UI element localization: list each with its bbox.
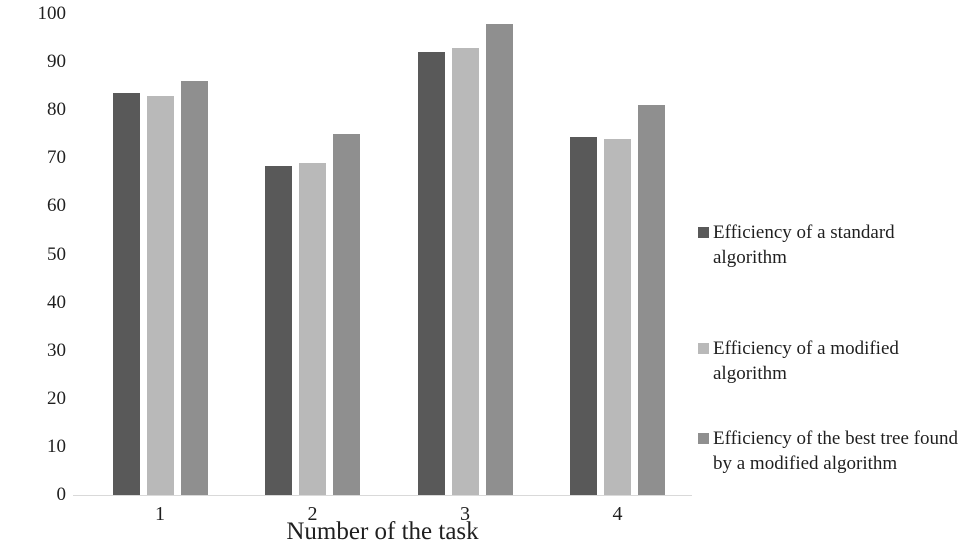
y-tick-label: 0	[56, 484, 67, 505]
legend-label: Efficiency of a standard algorithm	[713, 222, 895, 268]
y-tick-label: 100	[37, 3, 67, 24]
y-tick-label: 60	[47, 195, 66, 217]
bar-task4-series1	[570, 137, 597, 495]
bar-task2-series2	[299, 163, 326, 495]
bar-task2-series3	[333, 134, 360, 495]
x-tick-label: 4	[612, 503, 623, 525]
bar-task4-series3	[638, 105, 665, 495]
legend-label: Efficiency of a modified algorithm	[713, 338, 899, 384]
bar-task1-series1	[112, 93, 140, 495]
y-tick-label: 20	[47, 387, 66, 409]
y-tick-label: 80	[47, 99, 66, 121]
bar-task2-series1	[265, 166, 292, 495]
bar-task4-series2	[604, 139, 631, 495]
x-axis-title: Number of the task	[286, 518, 479, 545]
bar-task3-series3	[485, 24, 513, 495]
legend-swatch-icon	[698, 343, 709, 354]
bar-task1-series2	[146, 96, 174, 495]
x-tick-label: 3	[460, 503, 470, 525]
bar-task3-series1	[417, 52, 445, 495]
legend-item: Efficiency of a standard algorithm	[698, 220, 966, 270]
bar-task1-series3	[180, 81, 208, 495]
legend-swatch-icon	[698, 433, 709, 444]
x-tick-label: 2	[307, 503, 318, 525]
y-tick-label: 30	[47, 339, 66, 361]
legend-swatch-icon	[698, 227, 709, 238]
legend-item: Efficiency of a modified algorithm	[698, 336, 966, 386]
y-tick-label: 50	[47, 243, 66, 265]
y-tick-label: 10	[47, 435, 66, 457]
x-tick-label: 1	[155, 503, 165, 525]
legend-item: Efficiency of the best tree found by a m…	[698, 426, 966, 476]
legend: Efficiency of a standard algorithm Effici…	[698, 220, 966, 476]
y-tick-label: 70	[47, 147, 66, 169]
y-tick-label: 40	[47, 291, 66, 313]
plot-area	[73, 14, 692, 496]
y-tick-label: 90	[47, 51, 66, 73]
legend-label: Efficiency of the best tree found by a m…	[713, 428, 958, 474]
bar-task3-series2	[451, 48, 479, 495]
